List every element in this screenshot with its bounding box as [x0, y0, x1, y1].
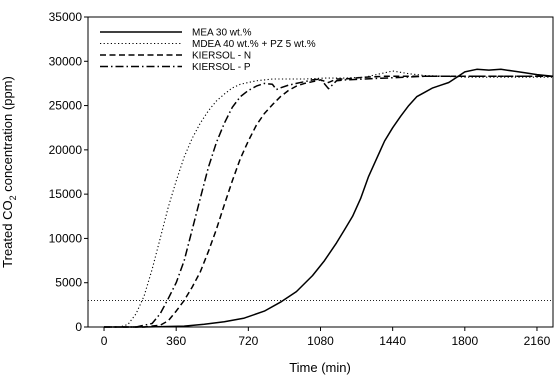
- legend-label-4: KIERSOL - P: [192, 62, 251, 73]
- y-tick-label: 20000: [49, 143, 83, 157]
- y-axis-title-subscript: 2: [8, 195, 18, 200]
- y-tick-label: 25000: [49, 99, 83, 113]
- legend-label-2: MDEA 40 wt.% + PZ 5 wt.%: [192, 39, 316, 50]
- y-axis-title-rest: concentration (ppm): [0, 76, 15, 195]
- x-axis-title: Time (min): [289, 360, 351, 375]
- axis-layer: 0 360 720 1080 1440 1800 2160 0 5000 10000 15000 20…: [49, 10, 551, 348]
- y-tick-label: 5000: [55, 276, 82, 290]
- y-tick-label: 30000: [49, 54, 83, 68]
- y-tick-label: 0: [75, 320, 82, 334]
- x-tick-label: 0: [101, 334, 108, 348]
- y-axis-title-main: Treated CO: [0, 200, 15, 267]
- x-tick-label: 2160: [524, 334, 551, 348]
- x-tick-label: 360: [166, 334, 186, 348]
- legend: MEA 30 wt.%MDEA 40 wt.% + PZ 5 wt.%KIERS…: [100, 28, 316, 73]
- y-tick-label: 35000: [49, 10, 83, 24]
- series-line-4: [104, 75, 553, 328]
- series-line-3: [104, 75, 553, 328]
- x-tick-label: 1080: [307, 334, 334, 348]
- x-tick-label: 1800: [451, 334, 478, 348]
- legend-label-3: KIERSOL - N: [192, 51, 251, 62]
- x-tick-label: 720: [238, 334, 258, 348]
- y-tick-label: 15000: [49, 187, 83, 201]
- y-axis-title: Treated CO2 concentration (ppm): [0, 76, 18, 268]
- x-tick-label: 1440: [379, 334, 406, 348]
- series-line-1: [104, 68, 554, 328]
- legend-label-1: MEA 30 wt.%: [192, 28, 252, 39]
- plot-frame: [87, 16, 554, 328]
- series-layer: [104, 68, 554, 328]
- y-tick-label: 10000: [49, 231, 83, 245]
- series-line-2: [104, 70, 553, 328]
